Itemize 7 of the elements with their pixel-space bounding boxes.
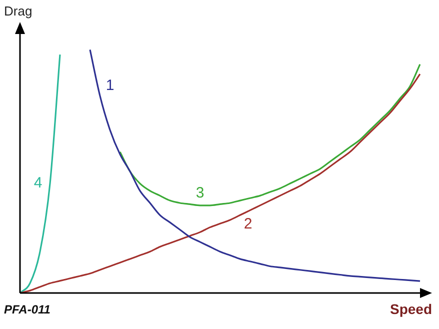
y-axis-title: Drag bbox=[4, 4, 32, 19]
series-label: 4 bbox=[34, 174, 42, 192]
series-label: 1 bbox=[106, 77, 114, 94]
text: PFA-011 bbox=[4, 302, 51, 316]
x-axis-title: Speed bbox=[390, 300, 432, 317]
series-label: 2 bbox=[244, 215, 252, 232]
series-label: 3 bbox=[196, 184, 204, 202]
